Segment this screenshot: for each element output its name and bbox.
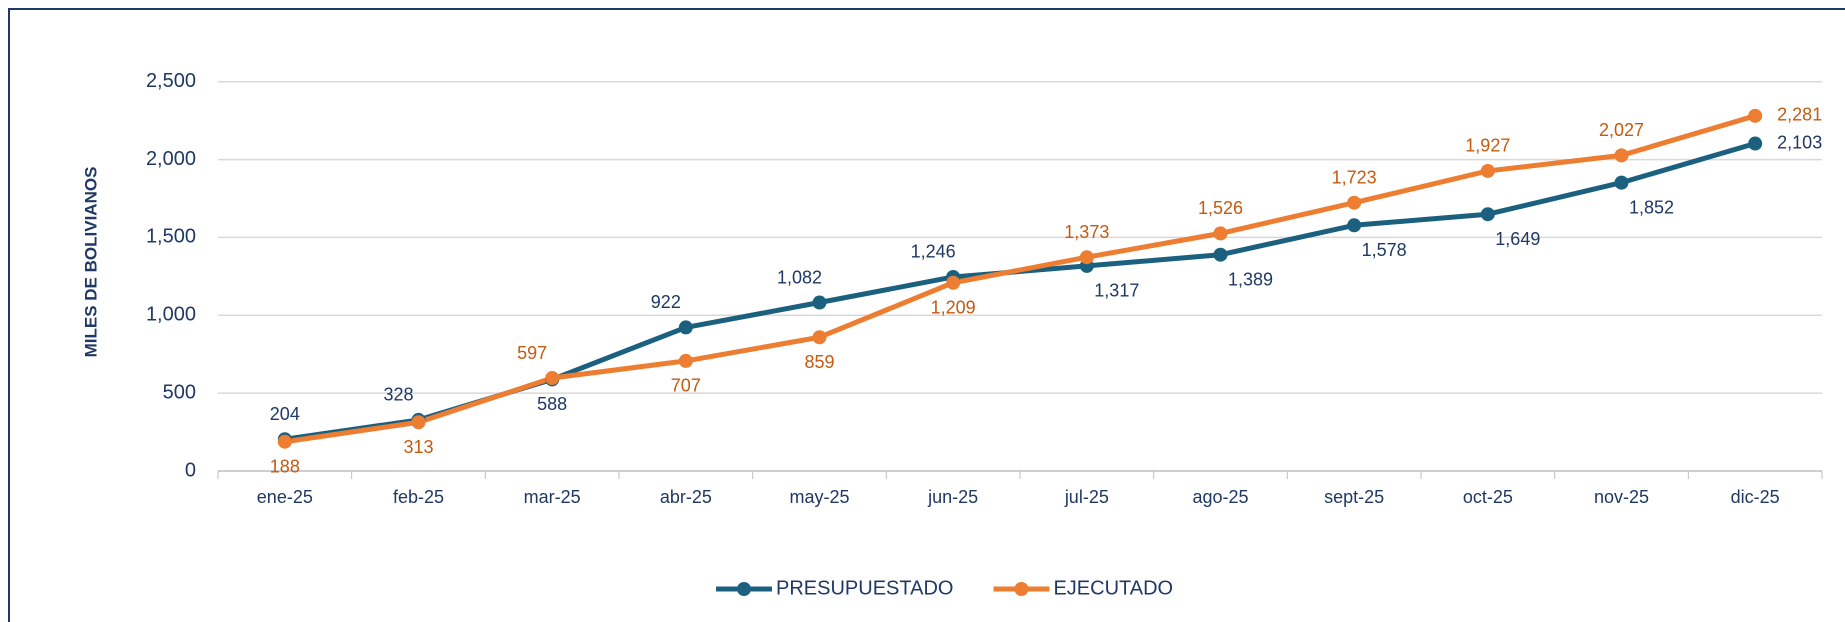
legend-label: PRESUPUESTADO: [776, 577, 953, 599]
data-label: 1,389: [1228, 269, 1273, 289]
data-label: 859: [804, 352, 834, 372]
data-label: 922: [651, 292, 681, 312]
data-label: 1,723: [1332, 167, 1377, 187]
x-tick-label: abr-25: [660, 487, 712, 507]
marker: [812, 295, 827, 310]
marker: [1480, 207, 1495, 222]
y-axis-label: MILES DE BOLIVIANOS: [81, 167, 100, 358]
marker: [1748, 108, 1763, 123]
marker: [1213, 226, 1228, 241]
y-tick-label: 1,000: [146, 304, 196, 326]
marker: [1748, 136, 1763, 151]
data-label: 2,103: [1777, 132, 1822, 152]
data-label: 204: [270, 404, 300, 424]
data-label: 1,649: [1495, 229, 1540, 249]
x-tick-label: jul-25: [1064, 487, 1109, 507]
y-tick-label: 500: [163, 381, 196, 403]
legend-marker: [1014, 582, 1029, 596]
data-label: 1,578: [1362, 240, 1407, 260]
data-label: 1,852: [1629, 197, 1674, 217]
y-tick-label: 2,000: [146, 148, 196, 170]
y-tick-label: 0: [185, 459, 196, 481]
marker: [1480, 163, 1495, 178]
marker: [1347, 218, 1362, 233]
data-label: 597: [517, 343, 547, 363]
data-label: 1,209: [931, 297, 976, 317]
marker: [1213, 247, 1228, 262]
x-tick-label: jun-25: [927, 487, 978, 507]
data-label: 1,927: [1465, 136, 1510, 156]
x-tick-label: may-25: [789, 487, 849, 507]
data-label: 2,281: [1777, 105, 1822, 125]
x-tick-label: nov-25: [1594, 487, 1649, 507]
marker: [1347, 195, 1362, 210]
marker: [545, 371, 560, 386]
x-tick-label: mar-25: [524, 487, 581, 507]
legend-label: EJECUTADO: [1053, 577, 1173, 599]
marker: [411, 415, 426, 430]
x-tick-label: ago-25: [1192, 487, 1248, 507]
marker: [678, 320, 693, 335]
marker: [1079, 250, 1094, 265]
line: [284, 113, 1756, 445]
data-label: 2,027: [1599, 120, 1644, 140]
marker: [1614, 148, 1629, 163]
data-label: 328: [383, 385, 413, 405]
x-tick-label: dic-25: [1731, 487, 1780, 507]
x-tick-label: oct-25: [1463, 487, 1513, 507]
marker: [812, 330, 827, 345]
x-tick-label: sept-25: [1324, 487, 1384, 507]
marker: [946, 275, 961, 290]
data-label: 1,373: [1064, 222, 1109, 242]
y-tick-label: 2,500: [146, 70, 196, 92]
marker: [1614, 175, 1629, 190]
data-label: 1,526: [1198, 198, 1243, 218]
data-label: 588: [537, 394, 567, 414]
marker: [678, 353, 693, 368]
data-label: 1,082: [777, 267, 822, 287]
legend-marker: [737, 582, 751, 596]
data-label: 1,246: [911, 242, 956, 262]
x-tick-label: feb-25: [393, 487, 444, 507]
data-label: 707: [671, 376, 701, 396]
data-label: 313: [403, 437, 433, 457]
y-tick-label: 1,500: [146, 226, 196, 248]
data-label: 188: [270, 456, 300, 476]
data-label: 1,317: [1094, 281, 1139, 301]
marker: [277, 434, 292, 449]
x-tick-label: ene-25: [257, 487, 313, 507]
